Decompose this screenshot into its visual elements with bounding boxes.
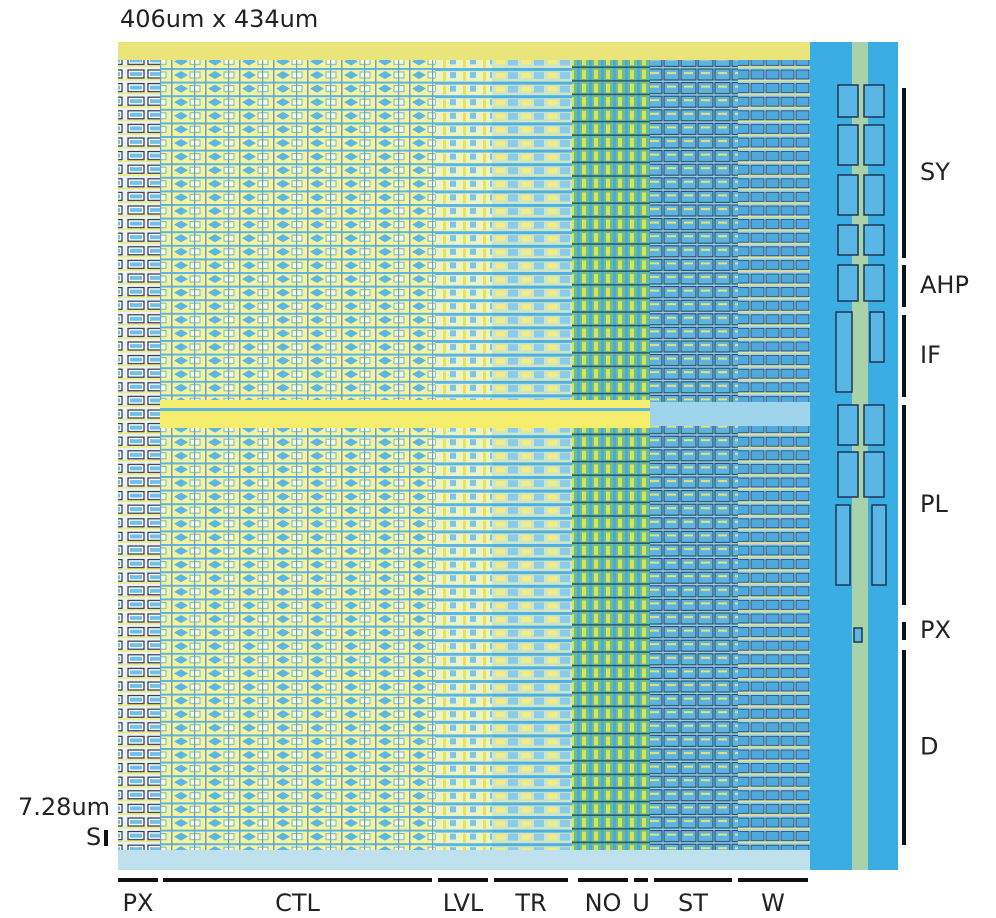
bracket [163, 878, 432, 882]
px-block [118, 60, 160, 850]
w-block [738, 60, 810, 850]
top-rail [118, 42, 810, 60]
tr-block [492, 60, 572, 850]
bracket [118, 878, 158, 882]
mid-bus-right [650, 402, 810, 426]
lvl-block [435, 60, 492, 850]
block-label: W [761, 889, 785, 917]
bracket [654, 878, 732, 882]
mid-bus [160, 400, 650, 428]
bracket [438, 878, 488, 882]
bracket [578, 878, 628, 882]
bottom-brackets: PX CTL LVL TR NO U ST W [118, 878, 808, 917]
bracket [634, 878, 648, 882]
block-label: SY [920, 158, 950, 186]
chip-layout [118, 42, 898, 870]
block-label: PX [920, 616, 951, 644]
block-label: IF [920, 341, 941, 369]
scale-label: S [86, 823, 101, 851]
analog-cells [835, 84, 887, 643]
block-label: CTL [275, 889, 320, 917]
block-label: PX [123, 889, 154, 917]
block-label: TR [514, 889, 546, 917]
block-label: U [632, 889, 650, 917]
mid-bus-line [160, 408, 650, 411]
scale-marker: 7.28um S [18, 793, 110, 851]
bracket [902, 622, 906, 640]
bracket [902, 315, 906, 397]
block-label: D [920, 733, 938, 761]
scale-length: 7.28um [18, 793, 110, 821]
bottom-rail [118, 850, 810, 870]
ctl-block [160, 60, 435, 850]
bracket [902, 405, 906, 605]
block-label: PL [920, 490, 948, 518]
right-brackets: SY AHP IF PL PX D [902, 88, 969, 845]
bracket [494, 878, 568, 882]
title: 406um x 434um [120, 5, 318, 33]
st-block [650, 60, 738, 850]
block-label: LVL [443, 889, 484, 917]
bracket [738, 878, 808, 882]
no-block [572, 60, 650, 850]
bracket [902, 88, 906, 258]
scale-bar [104, 830, 108, 846]
bracket [902, 265, 906, 307]
bracket [902, 650, 906, 845]
block-label: ST [678, 889, 708, 917]
block-label: NO [585, 889, 622, 917]
block-label: AHP [920, 271, 969, 299]
